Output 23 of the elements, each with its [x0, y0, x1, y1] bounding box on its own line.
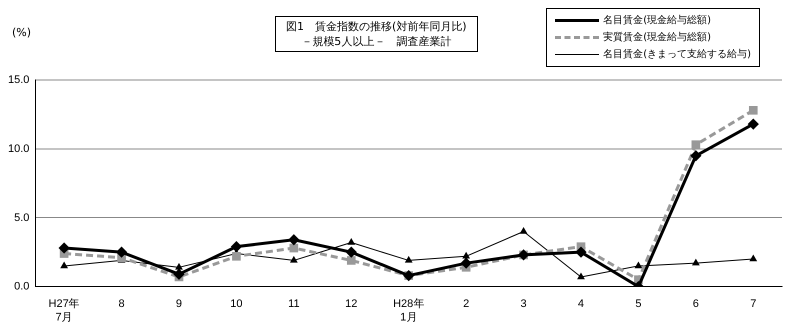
x-tick-label: 4 [578, 298, 584, 310]
y-tick-label: 0.0 [14, 280, 30, 293]
x-tick-label: 8 [118, 298, 125, 310]
x-tick-label: 9 [176, 298, 182, 310]
x-tick-label: 2 [463, 298, 470, 310]
y-tick-label: 10.0 [8, 142, 30, 155]
x-tick-label: 11 [288, 298, 300, 310]
chart-title: 図1 賃金指数の推移(対前年同月比) [286, 19, 467, 34]
y-tick-label: 5.0 [14, 212, 30, 224]
x-tick-label: H27年 7月 [48, 298, 80, 324]
x-tick-label: H28年 1月 [393, 298, 424, 324]
legend-label: 名目賃金(きまって支給する給与) [603, 48, 751, 62]
y-tick-label: 15.0 [8, 74, 30, 86]
chart-subtitle: －規模5人以上－ 調査産業計 [300, 34, 452, 49]
legend-label: 実質賃金(現金給与総額) [603, 30, 711, 45]
legend-label: 名目賃金(現金給与総額) [603, 14, 711, 28]
x-tick-label: 7 [750, 298, 756, 310]
x-tick-label: 10 [230, 298, 243, 310]
y-axis-title: (%) [12, 26, 32, 39]
x-tick-label: 5 [635, 298, 642, 310]
x-tick-label: 12 [345, 298, 358, 310]
x-tick-label: 3 [520, 298, 527, 310]
x-tick-label: 6 [692, 298, 699, 310]
